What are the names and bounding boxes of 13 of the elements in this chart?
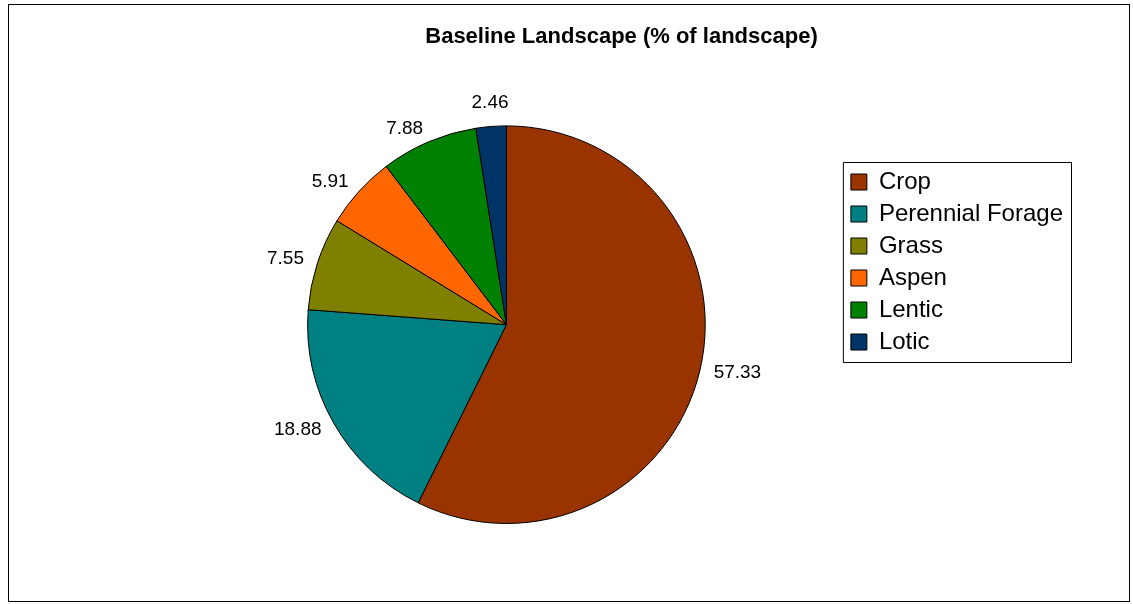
data-label: 7.88 <box>386 117 424 139</box>
data-label: 57.33 <box>713 361 762 383</box>
data-label: 7.55 <box>266 247 304 269</box>
legend-label: Aspen <box>878 262 947 290</box>
legend-label: Lotic <box>878 326 930 354</box>
legend-label: Lentic <box>878 294 943 322</box>
data-label: 5.91 <box>311 170 349 192</box>
legend-label: Perennial Forage <box>878 198 1064 226</box>
legend-label: Grass <box>878 230 943 258</box>
data-label: 2.46 <box>471 90 509 112</box>
data-label: 18.88 <box>273 418 322 440</box>
chart-title: Baseline Landscape (% of landscape) <box>425 23 818 49</box>
legend-label: Crop <box>878 166 931 194</box>
